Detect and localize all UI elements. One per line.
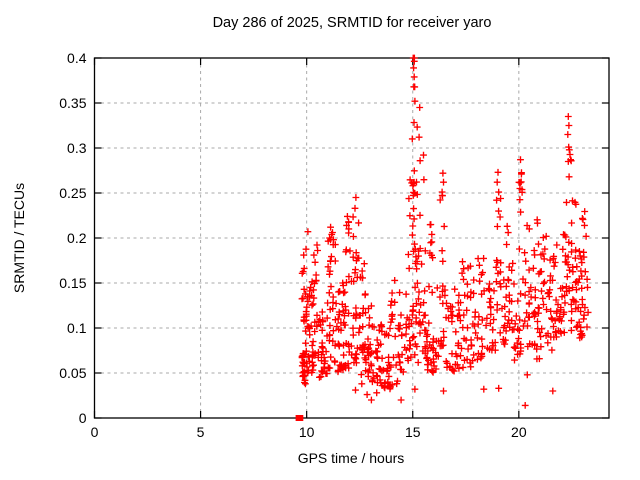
data-points xyxy=(298,54,592,409)
chart-title: Day 286 of 2025, SRMTID for receiver yar… xyxy=(212,15,492,31)
x-tick-label: 10 xyxy=(299,424,315,440)
x-tick-label: 0 xyxy=(91,424,99,440)
x-axis-title: GPS time / hours xyxy=(297,450,405,466)
y-tick-label: 0.2 xyxy=(67,230,87,246)
x-tick-label: 20 xyxy=(511,424,527,440)
x-tick-label: 15 xyxy=(405,424,421,440)
y-tick-label: 0.4 xyxy=(67,50,87,66)
y-tick-label: 0.25 xyxy=(59,185,86,201)
y-tick-label: 0.05 xyxy=(59,365,86,381)
y-tick-label: 0.35 xyxy=(59,95,86,111)
zero-value-square-marker xyxy=(297,415,304,421)
y-tick-label: 0.1 xyxy=(67,320,87,336)
y-tick-label: 0 xyxy=(79,410,87,426)
y-tick-label: 0.3 xyxy=(67,140,87,156)
y-tick-label: 0.15 xyxy=(59,275,86,291)
x-tick-label: 5 xyxy=(197,424,205,440)
